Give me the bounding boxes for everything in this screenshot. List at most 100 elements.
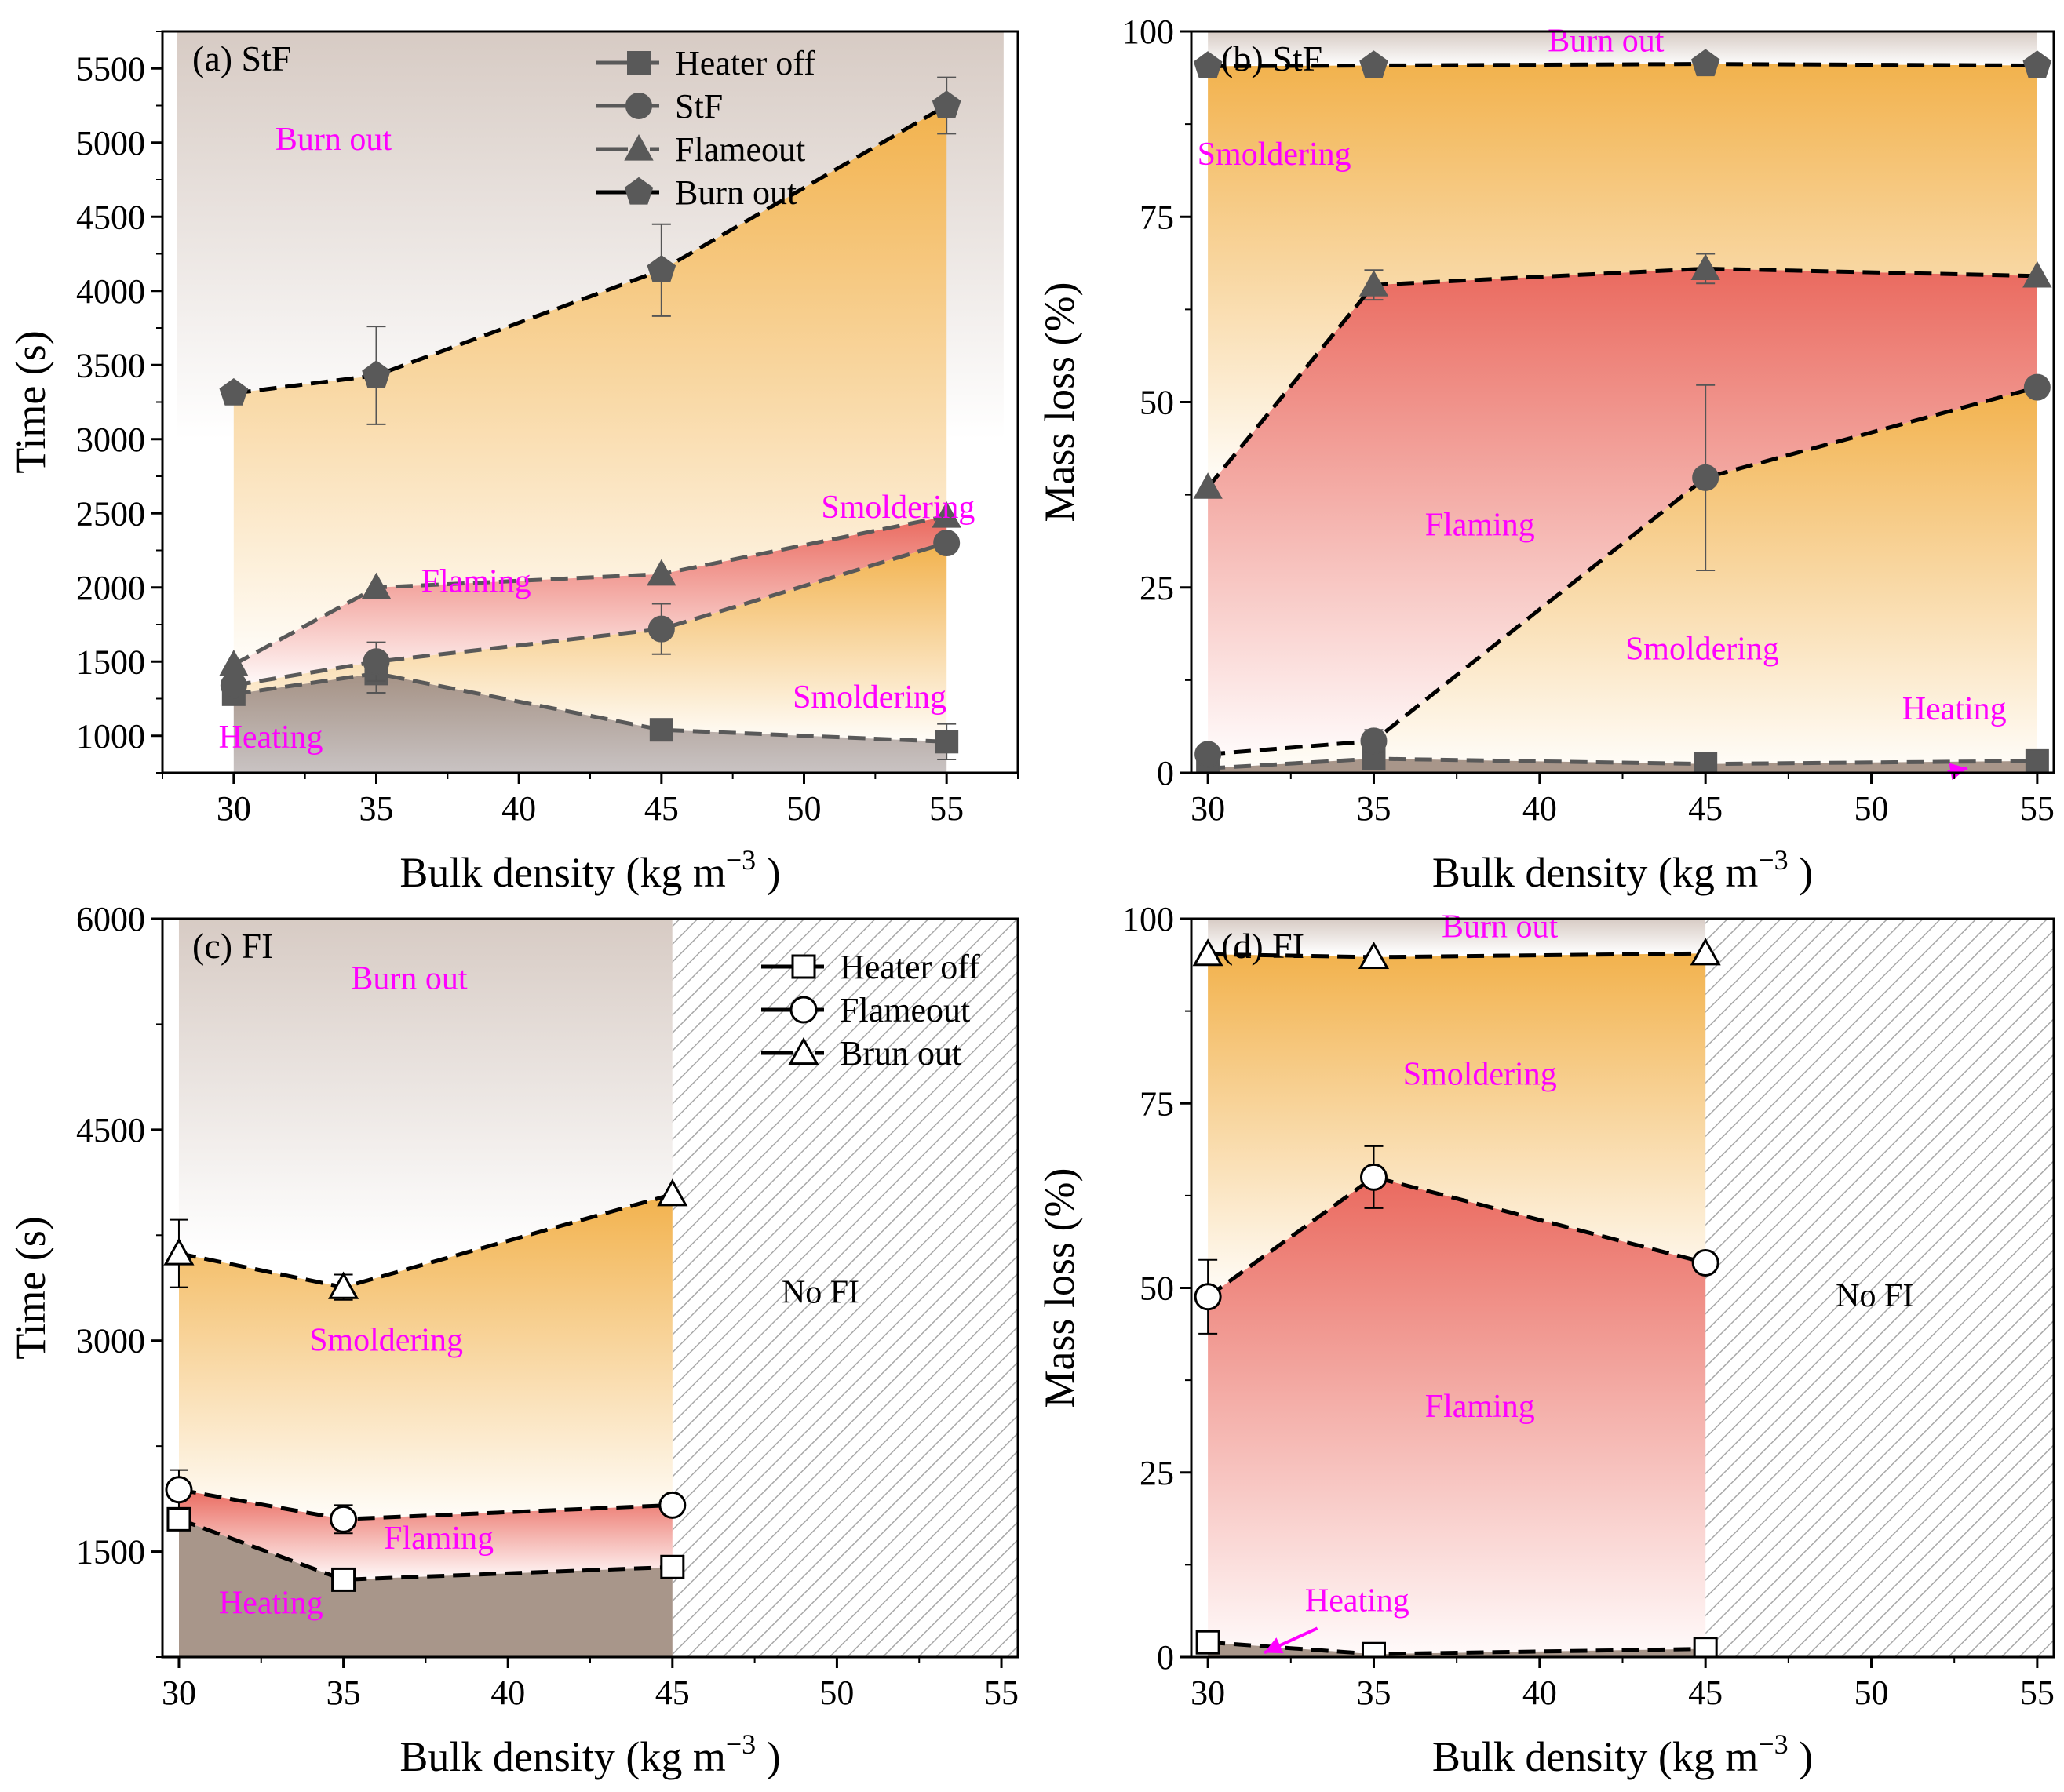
burnout-band bbox=[1208, 919, 1706, 955]
data-point bbox=[2022, 260, 2052, 288]
series-brun-out bbox=[1192, 938, 1721, 970]
stage-fill-red bbox=[233, 516, 947, 686]
data-point bbox=[328, 1271, 359, 1299]
x-axis-title-end: ) bbox=[1789, 849, 1813, 896]
stage-label: Burn out bbox=[351, 961, 468, 997]
y-axis-title: Mass loss (%) bbox=[1036, 1168, 1083, 1408]
series-line bbox=[233, 104, 948, 395]
stage-label: Burn out bbox=[1442, 909, 1559, 945]
y-tick-label: 25 bbox=[1140, 569, 1174, 607]
x-tick-label: 45 bbox=[1688, 1674, 1723, 1712]
data-point bbox=[361, 572, 392, 599]
stage-label: Heating bbox=[1902, 691, 2007, 727]
series-heater-off bbox=[166, 1506, 685, 1592]
x-tick-label: 40 bbox=[490, 1674, 525, 1712]
x-tick-label: 55 bbox=[929, 789, 964, 828]
y-tick-label: 0 bbox=[1157, 754, 1174, 792]
y-tick-label: 3500 bbox=[76, 346, 145, 384]
y-tick-label: 1500 bbox=[76, 643, 145, 681]
legend: Heater off Flameout Brun out bbox=[761, 948, 980, 1073]
x-axis-title-main: Bulk density (kg m bbox=[399, 1733, 726, 1780]
stage-fill-brown bbox=[1208, 1642, 1706, 1657]
stage-fill-brown bbox=[179, 1519, 673, 1657]
data-point bbox=[163, 1237, 195, 1266]
chart-panel-c: Burn out Smoldering Flaming Heating No FI (c)… bbox=[7, 900, 1019, 1780]
series-line bbox=[232, 514, 947, 667]
x-tick-label: 50 bbox=[819, 1674, 854, 1712]
y-tick-label: 0 bbox=[1157, 1638, 1174, 1677]
data-point bbox=[1194, 1283, 1222, 1311]
legend-marker bbox=[624, 133, 654, 161]
x-tick-label: 30 bbox=[162, 1674, 196, 1712]
y-tick-label: 25 bbox=[1140, 1454, 1174, 1492]
stage-label: Smoldering bbox=[821, 490, 975, 526]
data-point bbox=[220, 672, 247, 699]
chart-panel-b: Burn out Smoldering Flaming Smoldering Heati… bbox=[1036, 13, 2055, 896]
y-tick-label: 3000 bbox=[76, 421, 145, 459]
data-point bbox=[1360, 727, 1388, 755]
x-axis-title-main: Bulk density (kg m bbox=[1432, 1733, 1759, 1780]
data-point bbox=[1194, 741, 1222, 768]
data-point bbox=[1691, 1249, 1719, 1277]
legend-marker bbox=[791, 954, 816, 979]
data-point bbox=[166, 1506, 191, 1532]
stage-fill-orange bbox=[179, 1194, 673, 1520]
no-fi-region bbox=[1705, 919, 2054, 1657]
data-point bbox=[1690, 49, 1720, 77]
series-line bbox=[1207, 756, 2037, 770]
x-axis-title-end: ) bbox=[756, 1733, 780, 1780]
data-point bbox=[165, 1476, 193, 1504]
data-point bbox=[647, 559, 676, 586]
series-flameout bbox=[219, 501, 961, 676]
legend-label: Flameout bbox=[840, 991, 970, 1029]
series-flameout bbox=[1194, 1145, 1719, 1335]
plot-area bbox=[163, 919, 1018, 1657]
stage-label: Flaming bbox=[1425, 508, 1535, 544]
series-line bbox=[1207, 385, 2038, 756]
x-axis-title-sup: −3 bbox=[726, 844, 756, 876]
series-burn-out bbox=[219, 76, 961, 425]
legend-marker bbox=[627, 51, 651, 75]
data-point bbox=[363, 648, 390, 676]
legend-marker bbox=[624, 177, 654, 205]
stage-fill-red bbox=[1208, 268, 2037, 755]
stage-label: Burn out bbox=[275, 122, 392, 158]
series-line bbox=[1206, 266, 2037, 489]
x-axis-title-sup: −3 bbox=[1758, 1728, 1788, 1760]
data-point bbox=[1694, 752, 1718, 773]
legend-marker bbox=[788, 1036, 819, 1065]
x-tick-label: 35 bbox=[1356, 1674, 1391, 1712]
plot-area bbox=[1193, 31, 2052, 773]
data-point bbox=[932, 501, 961, 528]
y-tick-label: 4000 bbox=[76, 272, 145, 311]
stage-label: Burn out bbox=[1548, 24, 1665, 60]
series-brun-out bbox=[163, 1178, 688, 1301]
stage-label: Smoldering bbox=[1198, 137, 1351, 173]
x-tick-label: 50 bbox=[1854, 789, 1889, 828]
stage-fill-brown bbox=[233, 673, 947, 773]
stage-label: Heating bbox=[219, 719, 323, 756]
series-flameout bbox=[165, 1469, 687, 1535]
x-axis-title: Bulk density (kg m−3 ) bbox=[399, 1728, 780, 1780]
x-tick-label: 50 bbox=[787, 789, 822, 828]
data-point bbox=[330, 1505, 358, 1533]
series-line bbox=[1206, 1175, 1706, 1298]
x-axis-title-main: Bulk density (kg m bbox=[1432, 849, 1759, 896]
stage-fill-orange bbox=[1208, 953, 1706, 1297]
data-point bbox=[933, 530, 961, 557]
x-tick-label: 30 bbox=[1191, 1674, 1225, 1712]
panel-label: (b) StF bbox=[1221, 38, 1322, 78]
y-tick-label: 75 bbox=[1140, 198, 1174, 236]
x-tick-label: 30 bbox=[217, 789, 251, 828]
x-tick-label: 55 bbox=[984, 1674, 1019, 1712]
stage-label: Smoldering bbox=[1403, 1057, 1557, 1093]
data-point bbox=[1690, 938, 1721, 966]
y-tick-label: 6000 bbox=[76, 900, 145, 938]
x-axis-title: Bulk density (kg m−3 ) bbox=[399, 844, 780, 896]
panel-label: (a) StF bbox=[192, 38, 292, 78]
legend: Heater off StF Flameout Burn out bbox=[596, 44, 815, 212]
data-point bbox=[1359, 50, 1388, 78]
data-point bbox=[1358, 941, 1390, 970]
burnout-band bbox=[178, 919, 673, 1254]
